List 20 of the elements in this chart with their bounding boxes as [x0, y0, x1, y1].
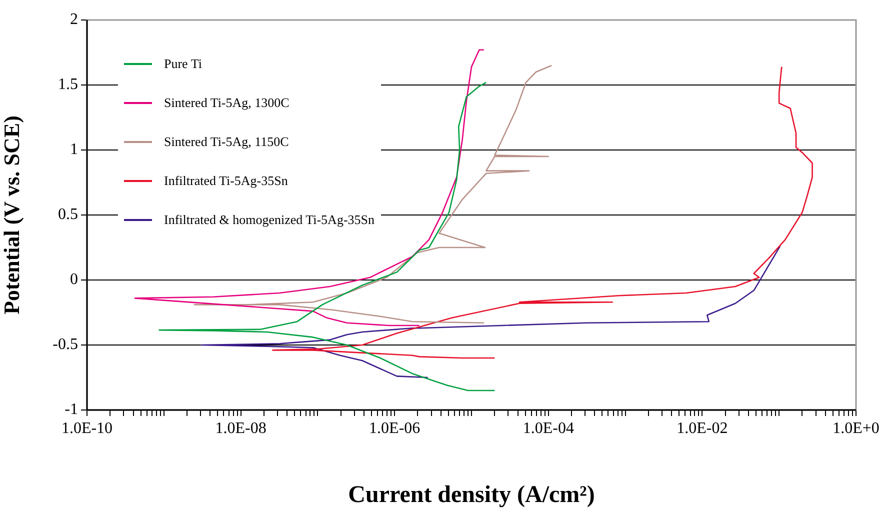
x-tick-label: 1.0E-08	[215, 420, 266, 437]
y-tick-label: -1	[64, 401, 78, 418]
x-tick-label: 1.0E-04	[522, 420, 574, 437]
x-tick-label: 1.0E-10	[61, 420, 113, 437]
y-tick-label: 1	[70, 141, 78, 158]
y-tick-label: 1.5	[58, 76, 78, 94]
legend-label: Infiltrated Ti-5Ag-35Sn	[164, 172, 288, 188]
y-tick-label: -0.5	[52, 336, 78, 354]
x-tick-label: 1.0E+0	[832, 420, 880, 437]
legend-label: Sintered Ti-5Ag, 1150C	[164, 134, 289, 150]
y-axis-title: Potential (V vs. SCE)	[0, 116, 24, 314]
legend-label: Sintered Ti-5Ag, 1300C	[164, 94, 290, 110]
x-tick-label: 1.0E-06	[369, 420, 420, 437]
legend-label: Infiltrated & homogenized Ti-5Ag-35Sn	[164, 212, 375, 228]
x-tick-label: 1.0E-02	[676, 420, 728, 437]
y-tick-label: 2	[70, 11, 78, 28]
y-tick-label: 0.5	[58, 206, 78, 224]
x-axis-title: Current density (A/cm²)	[348, 482, 595, 508]
legend-label: Pure Ti	[164, 56, 202, 72]
y-tick-label: 0	[70, 271, 78, 288]
